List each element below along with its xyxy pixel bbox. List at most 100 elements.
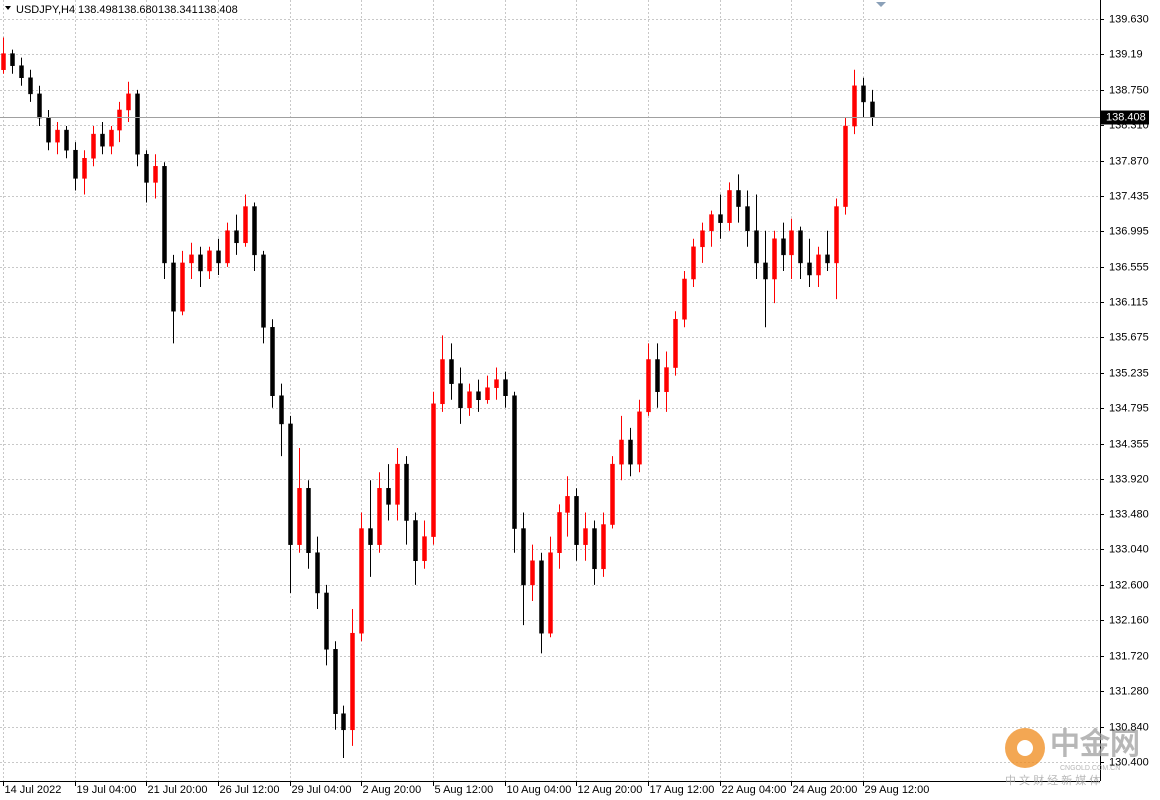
candle-body xyxy=(449,359,454,384)
candle-body xyxy=(207,250,212,272)
y-tick-label: 130.400 xyxy=(1109,756,1149,768)
candle-body xyxy=(700,230,705,248)
x-tick-label: 21 Jul 20:00 xyxy=(148,784,208,796)
y-tick-label: 137.870 xyxy=(1109,155,1149,167)
candle-body xyxy=(37,93,42,119)
candle-body xyxy=(413,520,418,562)
candle-body xyxy=(772,238,777,280)
candle-body xyxy=(574,496,579,545)
candle-body xyxy=(870,101,875,118)
candle-body xyxy=(646,359,651,413)
candle-body xyxy=(798,230,803,264)
y-tick-label: 138.750 xyxy=(1109,84,1149,96)
y-tick-label: 139.19 xyxy=(1109,48,1143,60)
header-close: 138.408 xyxy=(198,4,238,16)
candle-body xyxy=(162,166,167,264)
candle-body xyxy=(789,230,794,256)
candle-body xyxy=(1,53,6,70)
candle-body xyxy=(601,524,606,570)
header-open: 138.498 xyxy=(78,4,118,16)
candle-body xyxy=(476,391,481,401)
y-tick-label: 134.795 xyxy=(1109,402,1149,414)
x-tick-label: 10 Aug 04:00 xyxy=(507,784,572,796)
candle-body xyxy=(279,395,284,425)
candle-body xyxy=(243,206,248,244)
candle-body xyxy=(46,117,51,143)
header-low: 138.341 xyxy=(158,4,198,16)
candle-body xyxy=(100,133,105,147)
candle-body xyxy=(592,528,597,570)
y-tick-label: 136.115 xyxy=(1109,296,1148,308)
candle-body xyxy=(682,278,687,320)
candle-body xyxy=(467,391,472,409)
candle-body xyxy=(619,439,624,465)
watermark-domain: CNGOLD.COM.CN xyxy=(1060,765,1120,772)
x-tick-label: 29 Jul 04:00 xyxy=(292,784,352,796)
candle-body xyxy=(359,528,364,634)
x-tick-label: 14 Jul 2022 xyxy=(5,784,62,796)
candle-body xyxy=(673,319,678,368)
scroll-marker[interactable] xyxy=(876,2,886,7)
candle-body xyxy=(377,488,382,545)
y-tick-label: 130.840 xyxy=(1109,721,1149,733)
candle-body xyxy=(610,463,615,525)
candle-body xyxy=(628,439,633,465)
candle-body xyxy=(825,254,830,264)
candle-body xyxy=(745,206,750,231)
candle-body xyxy=(234,230,239,244)
candle-body xyxy=(395,463,400,505)
candle-body xyxy=(512,395,517,529)
candle-body xyxy=(583,528,588,545)
y-tick-label: 133.920 xyxy=(1109,473,1149,485)
x-tick-label: 26 Jul 12:00 xyxy=(220,784,280,796)
x-tick-label: 22 Aug 04:00 xyxy=(722,784,787,796)
menu-triangle[interactable] xyxy=(5,6,11,10)
candle-body xyxy=(637,411,642,465)
candle-body xyxy=(816,254,821,276)
y-tick-label: 131.280 xyxy=(1109,685,1149,697)
candle-body xyxy=(171,262,176,312)
candle-body xyxy=(503,379,508,396)
watermark-name: 中金网 xyxy=(1050,727,1140,761)
candle-body xyxy=(530,560,535,586)
candle-body xyxy=(270,327,275,396)
candle-body xyxy=(494,379,499,388)
candle-body xyxy=(315,552,320,594)
x-tick-label: 5 Aug 12:00 xyxy=(435,784,494,796)
candle-body xyxy=(807,262,812,276)
candle-body xyxy=(718,214,723,223)
candle-body xyxy=(422,536,427,562)
candle-body xyxy=(691,246,696,280)
candle-body xyxy=(189,254,194,264)
candle-body xyxy=(440,359,445,405)
candle-body xyxy=(324,592,329,650)
candle-body xyxy=(252,206,257,256)
candle-body xyxy=(754,230,759,264)
candle-body xyxy=(843,125,848,207)
candle-body xyxy=(333,649,338,714)
candle-body xyxy=(135,93,140,155)
watermark: 中金网 CNGOLD.COM.CN 中 文 财 经 新 媒 体 xyxy=(1005,727,1140,787)
candle-body xyxy=(521,528,526,586)
symbol: USDJPY,H4 xyxy=(16,4,75,16)
candle-body xyxy=(350,632,355,731)
candle-body xyxy=(225,230,230,264)
x-tick-label: 12 Aug 20:00 xyxy=(578,784,643,796)
candle-body xyxy=(55,129,60,143)
candle-body xyxy=(198,254,203,272)
candle-body xyxy=(368,528,373,545)
candle-body xyxy=(565,496,570,513)
candle-body xyxy=(548,552,553,634)
candle-body xyxy=(861,85,866,103)
x-tick-label: 29 Aug 12:00 xyxy=(865,784,930,796)
x-tick-label: 24 Aug 20:00 xyxy=(793,784,858,796)
y-tick-label: 136.995 xyxy=(1109,225,1149,237)
candle-body xyxy=(834,206,839,264)
candle-body xyxy=(431,403,436,537)
candle-body xyxy=(539,560,544,634)
y-tick-label: 135.235 xyxy=(1109,367,1149,379)
y-tick-label: 131.720 xyxy=(1109,650,1149,662)
